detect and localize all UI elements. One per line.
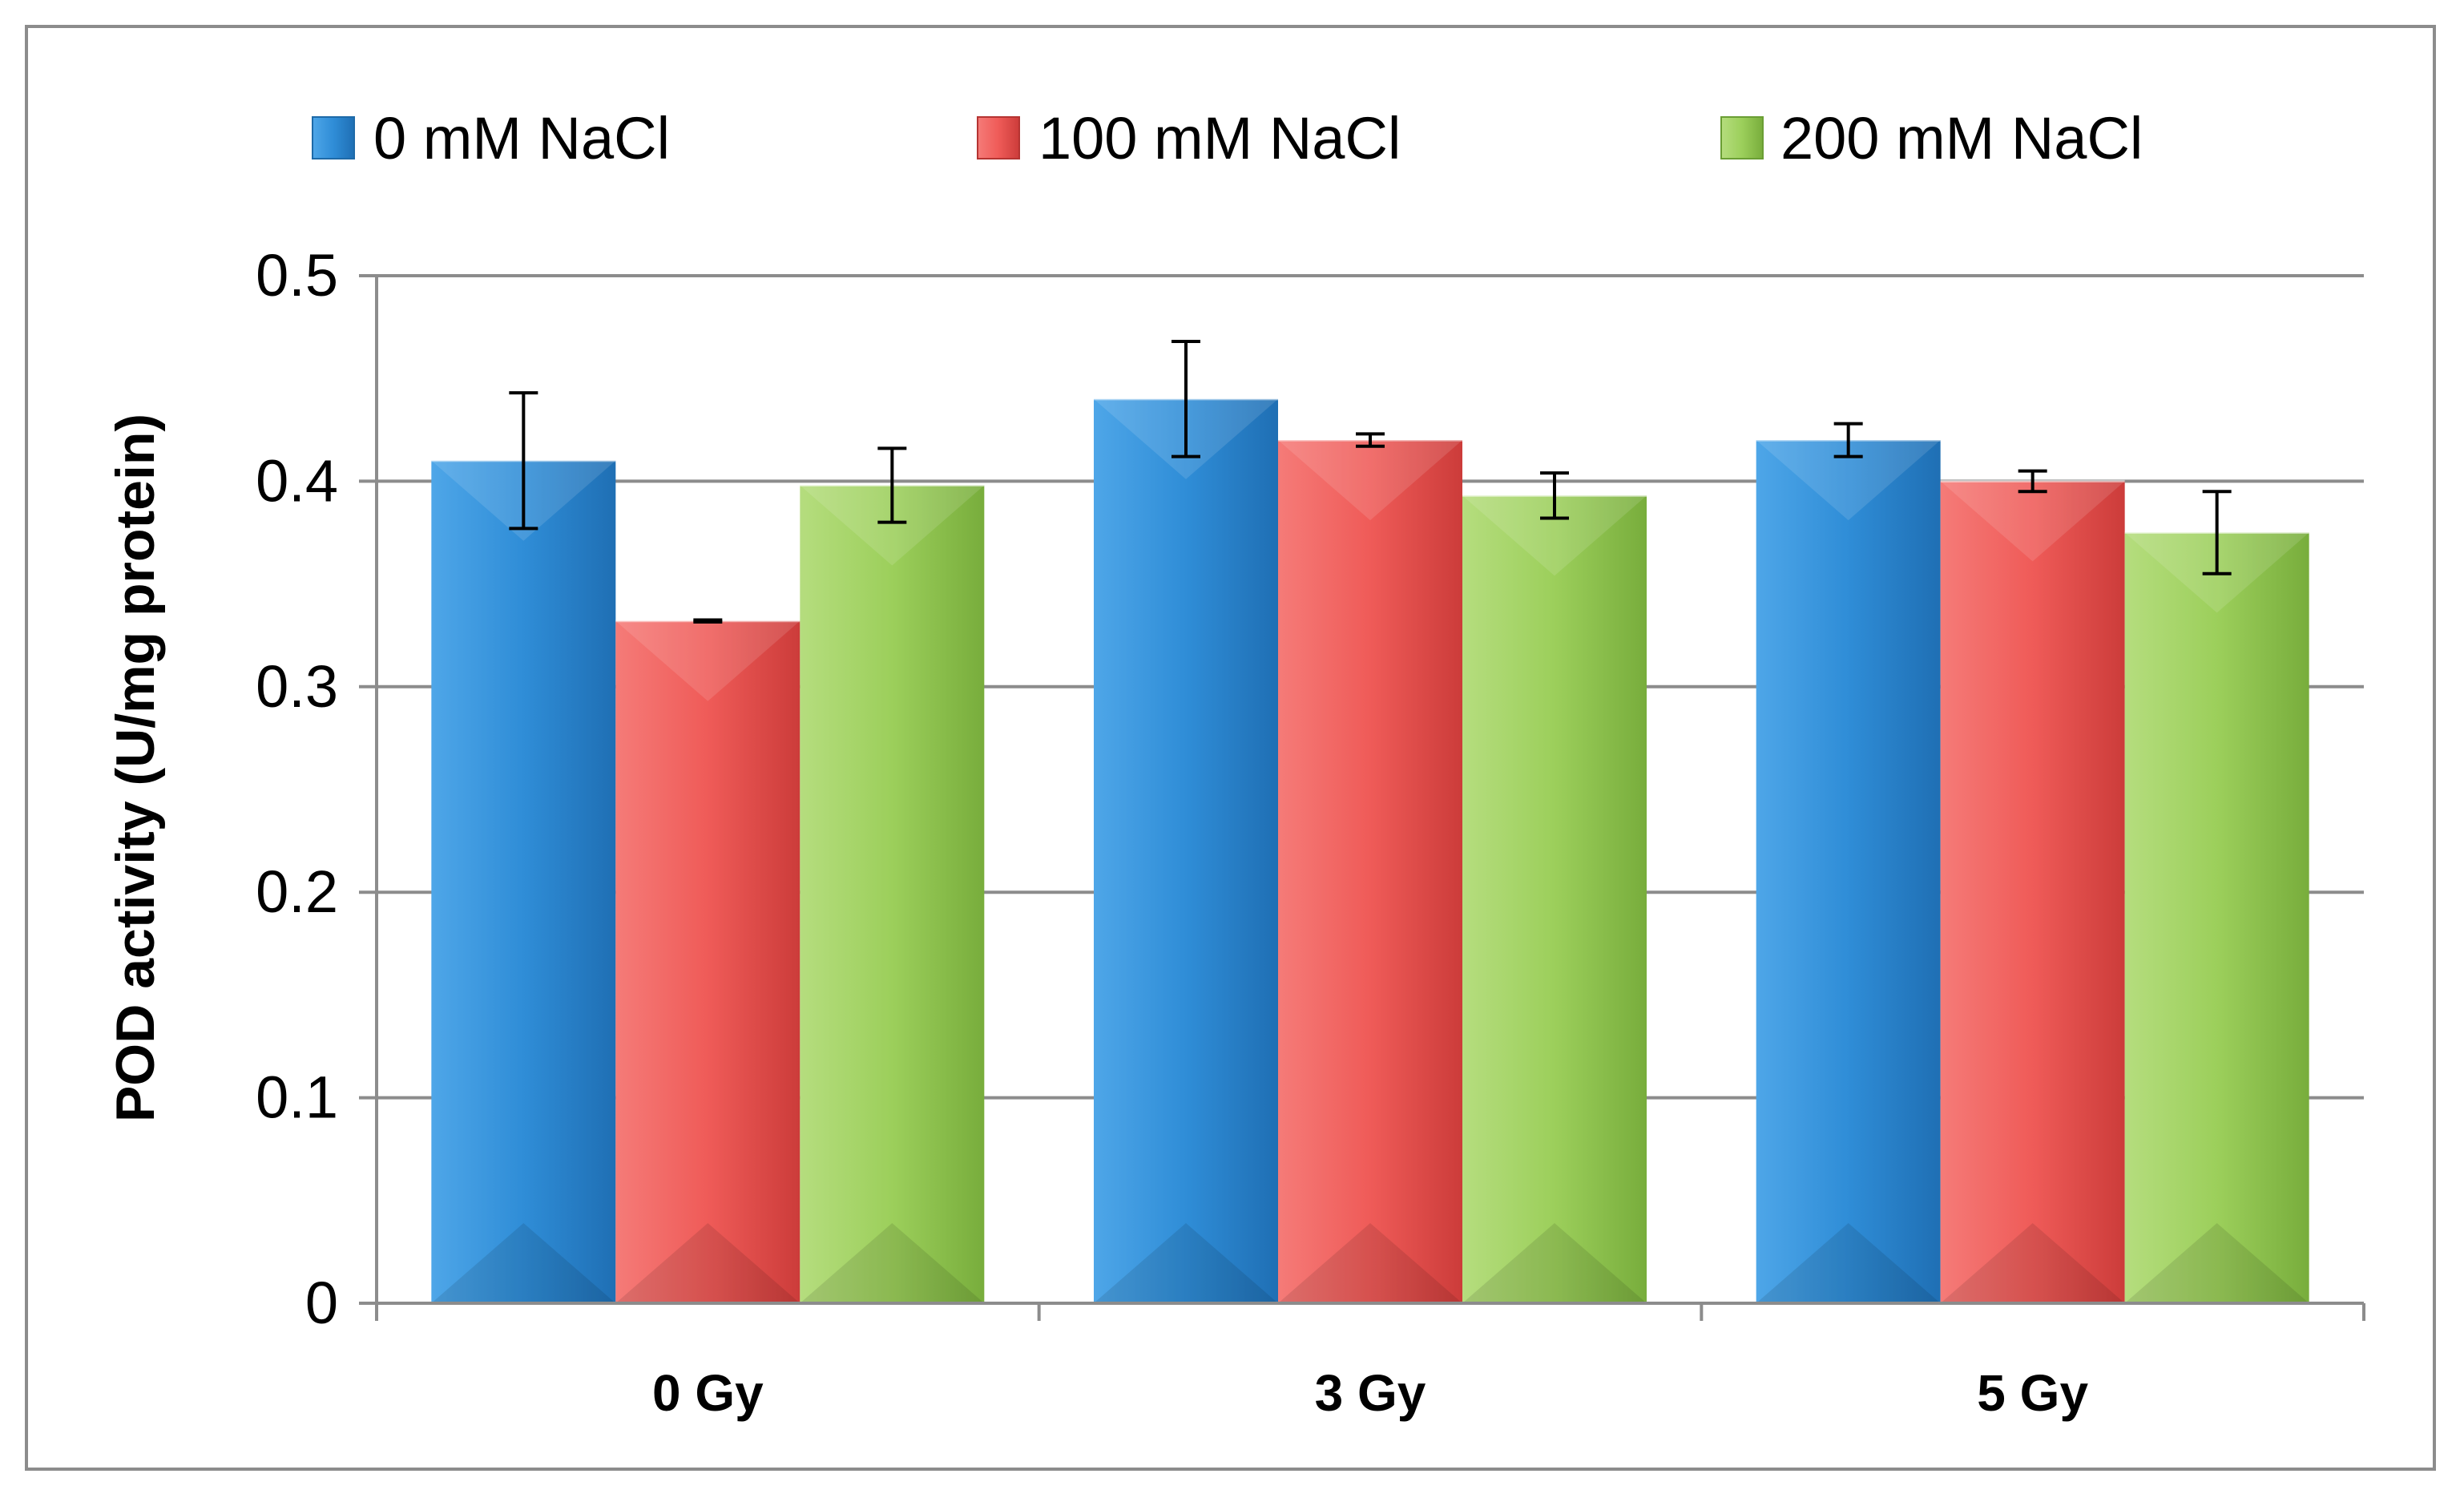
y-tick-label: 0.3	[256, 653, 338, 720]
error-bar-1-2	[2018, 469, 2047, 494]
legend-swatch-0	[312, 116, 355, 159]
bar-bevel-bottom	[1756, 1223, 1941, 1303]
bar-bevel-top	[1462, 495, 1647, 576]
error-bar-2-2	[2202, 490, 2232, 575]
axes	[375, 276, 2365, 1321]
y-tick-label: 0	[305, 1270, 338, 1336]
bar-0-0[interactable]	[431, 459, 616, 1303]
error-bars	[509, 340, 2232, 624]
bar-bevel-bottom	[431, 1223, 616, 1303]
bar-body	[1094, 398, 1278, 1304]
error-bar-0-1	[1172, 340, 1200, 458]
bar-2-2[interactable]	[2124, 531, 2309, 1304]
bar-bevel-bottom	[1278, 1223, 1462, 1303]
legend: 0 mM NaCl 100 mM NaCl 200 mM NaCl	[312, 105, 2143, 172]
y-axis-ticks: 0 0.1 0.2 0.3 0.4 0.5	[256, 242, 377, 1336]
bar-1-0[interactable]	[615, 620, 800, 1303]
legend-item-2[interactable]: 200 mM NaCl	[1720, 105, 2143, 172]
bar-bevel-bottom	[1462, 1223, 1647, 1303]
error-bar-1-0	[693, 618, 723, 624]
bar-body	[1278, 440, 1462, 1303]
x-axis-labels: 0 Gy 3 Gy 5 Gy	[652, 1364, 2088, 1422]
bar-body	[1940, 481, 2125, 1303]
bar-body	[615, 620, 800, 1303]
bar-bevel-bottom	[1940, 1223, 2125, 1303]
error-bar-0-0	[509, 391, 538, 531]
bar-body	[1756, 440, 1941, 1303]
bar-bevel-top	[1940, 481, 2125, 562]
legend-label-1: 100 mM NaCl	[1038, 105, 1401, 172]
legend-label-0: 0 mM NaCl	[373, 105, 670, 172]
bar-bevel-top	[1756, 440, 1941, 521]
bar-bevel-bottom	[1094, 1223, 1278, 1303]
error-bar-2-0	[877, 446, 907, 524]
bar-1-1[interactable]	[1278, 438, 1462, 1303]
bars	[431, 398, 2309, 1304]
bar-body	[431, 460, 616, 1303]
legend-swatch-1	[977, 116, 1020, 159]
y-axis-title: POD activity (U/mg protein)	[105, 414, 166, 1122]
bar-body	[1462, 495, 1647, 1303]
y-tick-label: 0.1	[256, 1064, 338, 1131]
bar-bevel-bottom	[615, 1223, 800, 1303]
bar-bevel-top	[1278, 440, 1462, 521]
y-tick-label: 0.4	[256, 447, 338, 514]
error-bar-2-1	[1540, 471, 1569, 520]
legend-swatch-2	[1720, 116, 1764, 159]
error-bar-0-2	[1833, 422, 1863, 458]
bar-bevel-top	[800, 485, 985, 566]
y-tick-label: 0.2	[256, 858, 338, 925]
bar-2-1[interactable]	[1462, 494, 1647, 1303]
bar-bevel-bottom	[800, 1223, 985, 1303]
bar-body	[800, 485, 985, 1303]
legend-item-1[interactable]: 100 mM NaCl	[977, 105, 1401, 172]
bar-1-2[interactable]	[1940, 479, 2125, 1303]
legend-item-0[interactable]: 0 mM NaCl	[312, 105, 670, 172]
bar-2-0[interactable]	[800, 484, 985, 1303]
bar-bevel-bottom	[2124, 1223, 2309, 1303]
bar-0-1[interactable]	[1094, 398, 1278, 1304]
bar-bevel-top	[615, 620, 800, 701]
error-bar-1-1	[1356, 432, 1385, 448]
legend-label-2: 200 mM NaCl	[1780, 105, 2143, 172]
bar-0-2[interactable]	[1756, 438, 1941, 1303]
y-tick-label: 0.5	[256, 242, 338, 309]
x-tick-label: 3 Gy	[1315, 1364, 1426, 1422]
x-tick-label: 5 Gy	[1977, 1364, 2088, 1422]
x-tick-label: 0 Gy	[652, 1364, 764, 1422]
bar-body	[2124, 532, 2309, 1303]
